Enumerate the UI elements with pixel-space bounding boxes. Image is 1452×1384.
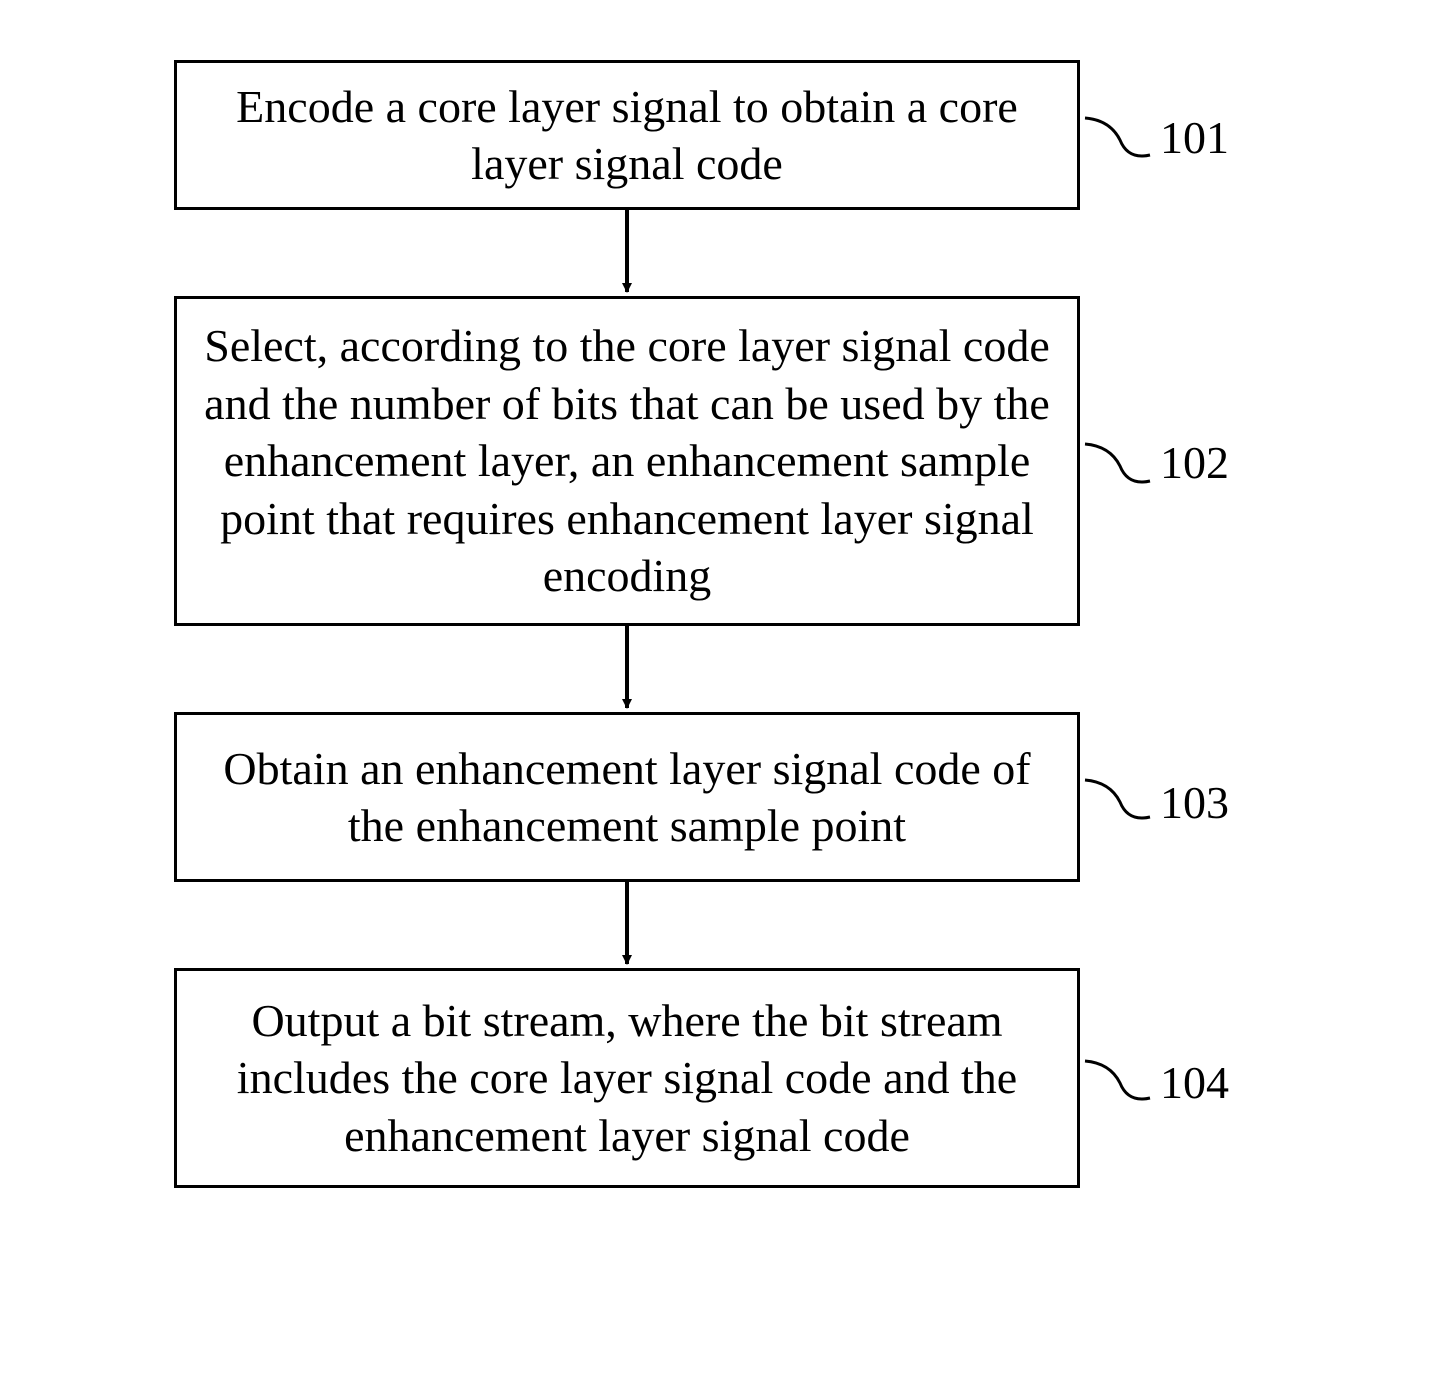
flow-step-104-text: Output a bit stream, where the bit strea…	[197, 992, 1057, 1165]
label-tick-101	[1085, 118, 1150, 156]
flow-step-102: Select, according to the core layer sign…	[174, 296, 1080, 626]
flow-step-102-label: 102	[1160, 440, 1229, 486]
label-tick-102	[1085, 444, 1150, 482]
flow-step-101: Encode a core layer signal to obtain a c…	[174, 60, 1080, 210]
flow-step-101-text: Encode a core layer signal to obtain a c…	[197, 78, 1057, 193]
label-tick-104	[1085, 1061, 1150, 1099]
flow-step-101-label: 101	[1160, 115, 1229, 161]
flow-step-103-label: 103	[1160, 780, 1229, 826]
flow-step-104: Output a bit stream, where the bit strea…	[174, 968, 1080, 1188]
label-tick-103	[1085, 780, 1150, 818]
flow-step-104-label: 104	[1160, 1060, 1229, 1106]
flow-step-103: Obtain an enhancement layer signal code …	[174, 712, 1080, 882]
flow-step-102-text: Select, according to the core layer sign…	[197, 317, 1057, 605]
flow-step-103-text: Obtain an enhancement layer signal code …	[197, 740, 1057, 855]
